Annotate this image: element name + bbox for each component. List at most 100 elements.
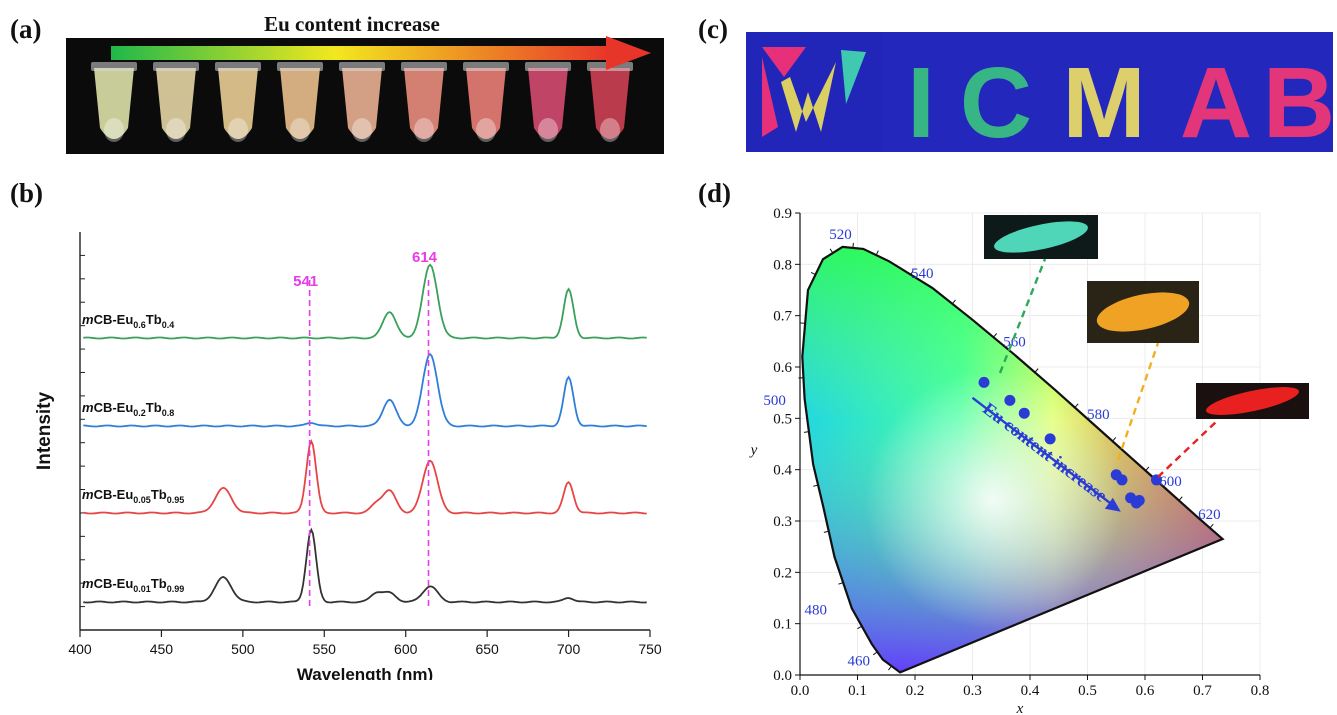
panel-a-arrow-text: Eu content increase (264, 12, 440, 36)
letter-a: A (1180, 47, 1252, 152)
data-point-1 (1004, 394, 1016, 406)
wavelength-label-620: 620 (1198, 507, 1221, 523)
spectrum-line-1 (83, 352, 647, 428)
panel-b-label: (b) (10, 178, 43, 208)
y-tick-label: 0.6 (773, 360, 792, 376)
vial (156, 68, 196, 139)
locus-tick (1145, 466, 1150, 472)
panel-c-label: (c) (698, 14, 728, 44)
locus-tick (857, 625, 863, 630)
vial-cap (215, 62, 261, 71)
series-label-3: mCB-Eu0.01Tb0.99 (82, 576, 184, 594)
locus-tick (813, 484, 819, 487)
x-tick-label: 0.0 (791, 683, 810, 699)
series-label-1: mCB-Eu0.2Tb0.8 (82, 400, 174, 418)
spectrum-line-3 (83, 527, 647, 604)
series-label-0: mCB-Eu0.6Tb0.4 (82, 312, 174, 330)
inset-glow-red (1206, 387, 1299, 415)
trend-arrow-line (971, 396, 1115, 507)
letter-i: I (907, 47, 935, 152)
inset-glow-green (994, 221, 1088, 253)
x-tick-label: 400 (68, 641, 92, 657)
cie-chromaticity-chart: 0.0 0.1 0.2 0.3 0.4 0.5 0.6 0.7 0.8 0.0 0.1 0.2 0.3 0… (749, 206, 1309, 715)
emission-spectra-chart: 400 450 500 550 600 650 700 750 Wavelength (nm) I… (34, 232, 662, 680)
locus-tick (1112, 437, 1117, 442)
y-tick-label: 0.5 (773, 411, 792, 427)
reference-label-614: 614 (412, 249, 438, 266)
vial (466, 68, 506, 139)
data-point-0 (978, 376, 990, 388)
panel-c-photo: I C M A B (746, 32, 1333, 152)
vial (342, 68, 382, 139)
vial-glow (538, 118, 558, 142)
vial-cap (153, 62, 199, 71)
y-tick-label: 0.2 (773, 565, 792, 581)
vial-cap (463, 62, 509, 71)
panel-a-photo: Eu content increase (66, 12, 664, 154)
x-tick-label: 450 (150, 641, 174, 657)
locus-tick (823, 530, 829, 533)
wavelength-label-540: 540 (911, 266, 934, 282)
y-axis-label: y (749, 442, 758, 458)
locus-tick (1074, 403, 1079, 408)
leader-line-green (998, 258, 1047, 374)
locus-tick (838, 582, 844, 585)
x-tick-label: 500 (231, 641, 255, 657)
locus-tick (810, 271, 816, 276)
x-tick-label: 0.8 (1251, 683, 1270, 699)
locus-tick (888, 665, 892, 671)
vial-glow (414, 118, 434, 142)
y-tick-label: 0.8 (773, 257, 792, 273)
x-tick-label: 0.1 (848, 683, 867, 699)
data-point-5 (1116, 474, 1128, 486)
locus-tick (803, 431, 809, 433)
letter-b: B (1263, 47, 1333, 152)
locus-tick (1034, 368, 1039, 373)
vial-glow (476, 118, 496, 142)
y-tick-label: 0.4 (773, 463, 792, 479)
vial (404, 68, 444, 139)
x-tick-label: 0.2 (906, 683, 925, 699)
reference-label-541: 541 (293, 273, 318, 290)
x-tick-label: 0.4 (1021, 683, 1040, 699)
vial-glow (290, 118, 310, 142)
data-point-8 (1133, 494, 1145, 506)
vial-cap (401, 62, 447, 71)
locus-tick (910, 270, 914, 275)
vial-glow (166, 118, 186, 142)
data-point-3 (1044, 433, 1056, 445)
spectrum-line-2 (83, 439, 647, 515)
letter-c: C (960, 47, 1032, 152)
locus-tick (829, 248, 834, 254)
inset-glow-yellow (1096, 292, 1190, 332)
vial-glow (600, 118, 620, 142)
vial (218, 68, 258, 139)
vial-glow (104, 118, 124, 142)
y-tick-label: 0.1 (773, 617, 792, 633)
wavelength-label-520: 520 (829, 227, 852, 243)
vial-cap (91, 62, 137, 71)
locus-tick (1209, 523, 1214, 529)
y-tick-label: 0.0 (773, 668, 792, 684)
series-label-2: mCB-Eu0.05Tb0.95 (82, 487, 184, 505)
vial-cap (525, 62, 571, 71)
leader-line-red (1157, 419, 1219, 478)
wavelength-label-460: 460 (848, 654, 871, 670)
y-axis-label: Intensity (34, 392, 55, 471)
y-tick-label: 0.9 (773, 206, 792, 222)
vial (590, 68, 630, 139)
panel-d-label: (d) (698, 178, 731, 208)
data-point-2 (1018, 407, 1030, 419)
x-axis-label: x (1016, 701, 1024, 715)
trend-arrow-head (1104, 497, 1121, 512)
panel-a-label: (a) (10, 14, 42, 44)
wavelength-label-560: 560 (1003, 335, 1026, 351)
vial-glow (228, 118, 248, 142)
wavelength-label-600: 600 (1159, 474, 1182, 490)
x-tick-label: 750 (638, 641, 662, 657)
locus-tick (875, 250, 879, 256)
x-tick-label: 700 (557, 641, 581, 657)
y-tick-label: 0.7 (773, 309, 792, 325)
gradient-arrow-shaft (111, 46, 609, 60)
wavelength-label-500: 500 (763, 393, 786, 409)
